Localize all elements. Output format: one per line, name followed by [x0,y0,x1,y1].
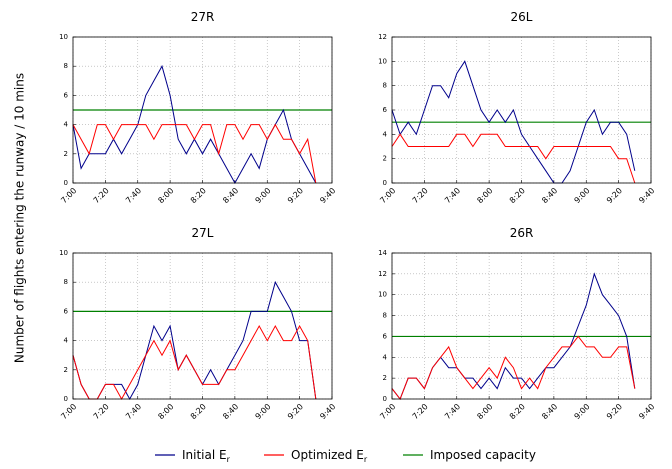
x-tick-label: 7:40 [124,402,143,421]
y-tick-label: 4 [64,337,69,345]
y-tick-label: 12 [378,33,387,41]
x-tick-label: 7:00 [378,402,397,421]
y-tick-label: 4 [383,130,388,138]
y-tick-label: 12 [378,270,387,278]
panel-title: 26L [511,10,533,24]
y-tick-label: 2 [383,374,387,382]
x-tick-label: 9:00 [573,186,592,205]
x-tick-label: 9:40 [637,186,656,205]
x-tick-label: 8:00 [156,186,175,205]
y-tick-label: 2 [64,150,68,158]
y-tick-label: 0 [383,395,387,403]
x-tick-label: 9:20 [286,402,305,421]
y-tick-label: 14 [378,249,387,257]
legend-label: Imposed capacity [430,448,536,462]
plot-frame [72,36,333,184]
x-tick-label: 9:00 [573,402,592,421]
x-tick-label: 7:00 [59,186,78,205]
plot-frame [72,252,333,400]
x-tick-label: 9:00 [254,402,273,421]
x-tick-label: 8:40 [221,402,240,421]
y-tick-label: 4 [64,121,69,129]
legend-subscript: r [364,455,368,464]
x-tick-label: 7:20 [92,186,111,205]
x-tick-label: 8:40 [540,402,559,421]
x-tick-label: 8:20 [189,402,208,421]
x-tick-label: 7:00 [59,402,78,421]
x-tick-label: 7:20 [411,186,430,205]
x-tick-label: 8:20 [189,186,208,205]
series-line [72,324,317,401]
y-tick-label: 6 [383,106,388,114]
legend-subscript: r [227,455,231,464]
plot-frame [391,252,652,400]
y-tick-label: 0 [64,179,68,187]
legend-text: Optimized E [291,448,364,462]
y-tick-label: 2 [383,155,387,163]
y-tick-label: 10 [59,249,68,257]
y-tick-label: 8 [383,312,387,320]
x-tick-label: 8:00 [475,402,494,421]
legend-label: Initial Er [182,448,231,464]
x-tick-label: 8:40 [540,186,559,205]
y-tick-label: 6 [383,332,388,340]
series-line [391,133,636,184]
x-tick-label: 7:40 [443,186,462,205]
y-tick-label: 8 [383,82,387,90]
y-tick-label: 0 [64,395,68,403]
x-tick-label: 9:20 [605,186,624,205]
x-tick-label: 8:20 [508,402,527,421]
panel-title: 27R [191,10,215,24]
x-tick-label: 8:20 [508,186,527,205]
x-tick-label: 9:40 [318,402,337,421]
legend-label: Optimized Er [291,448,368,464]
y-tick-label: 4 [383,353,388,361]
x-tick-label: 9:00 [254,186,273,205]
y-tick-label: 0 [383,179,387,187]
y-tick-label: 8 [64,62,68,70]
series-line [72,123,317,184]
y-tick-label: 10 [378,291,387,299]
x-tick-label: 7:00 [378,186,397,205]
x-tick-label: 9:20 [605,402,624,421]
y-tick-label: 8 [64,278,68,286]
series-line [391,335,636,401]
panel-title: 27L [192,226,214,240]
y-tick-label: 2 [64,366,68,374]
x-tick-label: 9:40 [318,186,337,205]
x-tick-label: 7:20 [92,402,111,421]
x-tick-label: 7:20 [411,402,430,421]
x-tick-label: 8:00 [475,186,494,205]
panel-title: 26R [510,226,534,240]
x-tick-label: 8:40 [221,186,240,205]
y-tick-label: 10 [378,57,387,65]
y-tick-label: 10 [59,33,68,41]
legend-text: Initial E [182,448,227,462]
x-tick-label: 7:40 [443,402,462,421]
x-tick-label: 7:40 [124,186,143,205]
y-tick-label: 6 [64,91,69,99]
legend-text: Imposed capacity [430,448,536,462]
x-tick-label: 9:20 [286,186,305,205]
plot-frame [391,36,652,184]
x-tick-label: 8:00 [156,402,175,421]
y-axis-label: Number of flights entering the runway / … [13,73,27,363]
x-tick-label: 9:40 [637,402,656,421]
series-line [391,60,636,184]
y-tick-label: 6 [64,307,69,315]
